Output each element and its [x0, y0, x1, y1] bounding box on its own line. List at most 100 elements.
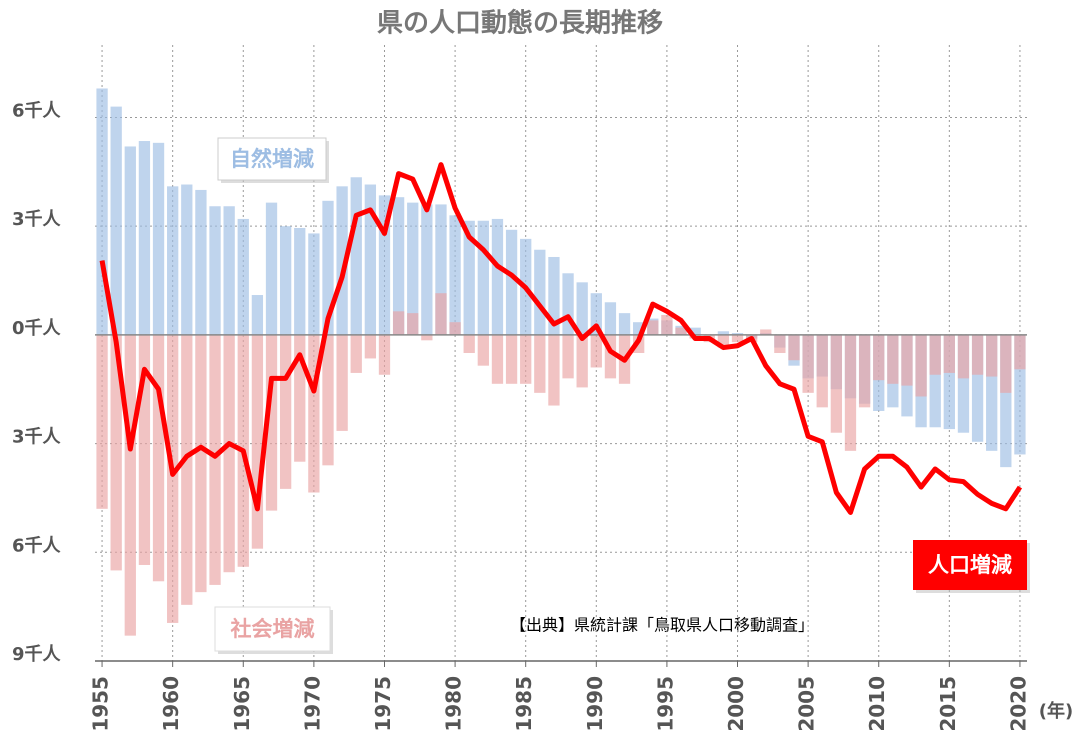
bar — [96, 88, 108, 335]
line — [99, 162, 1023, 515]
x-tick-label: 2010 — [865, 676, 889, 732]
bar — [943, 334, 955, 373]
bar — [195, 189, 207, 335]
bar — [929, 334, 941, 428]
bar — [308, 334, 320, 493]
bar — [576, 334, 588, 388]
bar — [392, 311, 405, 335]
bar — [209, 334, 221, 585]
bar — [844, 334, 857, 451]
bar — [350, 177, 362, 335]
bar — [647, 320, 659, 335]
bar — [816, 334, 828, 408]
bar — [1014, 334, 1026, 370]
bar — [407, 313, 419, 335]
bar — [788, 334, 800, 361]
bar — [138, 334, 151, 565]
bar — [604, 302, 617, 335]
bar — [167, 186, 179, 335]
bar — [901, 334, 913, 386]
bar — [548, 256, 560, 335]
bar — [96, 334, 108, 509]
bar — [689, 327, 701, 335]
x-tick-label: 2020 — [1006, 676, 1030, 732]
bar — [731, 333, 744, 335]
bar — [181, 184, 193, 335]
bar — [167, 334, 179, 623]
x-tick-label: 2005 — [795, 676, 819, 732]
source-note: 【出典】県統計課「鳥取県人口移動調査」 — [510, 616, 814, 635]
bar — [435, 204, 447, 335]
bar — [661, 314, 673, 335]
bar — [449, 215, 461, 335]
bar — [717, 331, 730, 335]
bar — [590, 334, 602, 368]
bar — [1014, 334, 1026, 455]
bar — [407, 202, 419, 335]
bar — [124, 334, 136, 636]
bar — [675, 327, 687, 335]
y-tick-label: 0千人 — [12, 318, 62, 339]
chart-title: 県の人口動態の長期推移 — [377, 8, 663, 39]
bar — [223, 334, 235, 573]
bar — [802, 334, 814, 393]
bar — [322, 200, 334, 335]
bar — [774, 334, 786, 353]
y-tick-label: 3千人 — [12, 427, 62, 448]
x-tick-label: 1955 — [89, 676, 113, 732]
bar — [152, 334, 165, 582]
bar — [265, 334, 278, 511]
x-tick-label: 1990 — [583, 676, 607, 732]
x-tick-label: 2015 — [936, 676, 960, 732]
y-tick-label: 6千人 — [12, 535, 62, 556]
bar — [717, 334, 730, 348]
y-tick-label: 3千人 — [12, 209, 62, 230]
bar — [986, 334, 998, 377]
bar — [957, 334, 970, 379]
bar — [590, 293, 602, 335]
bar — [463, 334, 475, 353]
x-tick-label: 1975 — [371, 676, 395, 732]
bar — [548, 334, 560, 406]
legend-label: 人口増減 — [928, 553, 1012, 577]
bar — [364, 334, 377, 359]
bar — [887, 334, 899, 384]
bar — [279, 334, 292, 489]
bar — [251, 334, 264, 549]
legend-label: 社会増減 — [230, 617, 315, 641]
bar — [421, 204, 433, 335]
bar — [505, 229, 518, 335]
bar — [421, 334, 433, 341]
x-tick-label: 1960 — [159, 676, 183, 732]
bar — [195, 334, 207, 593]
legend-label: 自然増減 — [230, 147, 314, 171]
bar — [477, 334, 489, 366]
bar — [915, 334, 927, 397]
bar — [576, 282, 588, 335]
y-tick-label: 6千人 — [12, 100, 62, 121]
bar — [618, 313, 631, 335]
bar — [830, 334, 843, 433]
bar — [152, 142, 165, 335]
x-tick-label: 1995 — [653, 676, 677, 732]
y-tick-label: 9千人 — [12, 644, 62, 665]
x-tick-label: 1980 — [442, 676, 466, 732]
bar — [929, 334, 941, 375]
bar — [392, 197, 405, 335]
bar — [943, 334, 955, 430]
bar — [181, 334, 193, 605]
bar — [562, 334, 574, 379]
bar — [1000, 334, 1012, 468]
bar — [378, 195, 391, 335]
bar — [265, 202, 278, 335]
bar — [294, 334, 306, 462]
bar — [449, 322, 461, 335]
x-tick-label: 1985 — [512, 676, 536, 732]
bar — [138, 141, 151, 335]
bar — [505, 334, 518, 384]
bar — [279, 226, 292, 335]
bar — [110, 334, 122, 571]
bar — [760, 329, 772, 335]
bar — [534, 334, 546, 393]
bar — [1000, 334, 1012, 393]
